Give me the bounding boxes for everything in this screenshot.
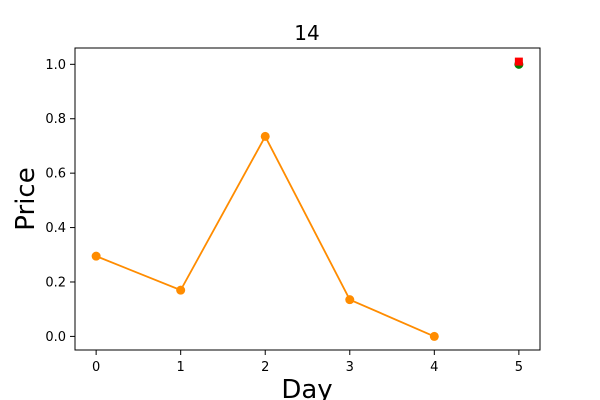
series-0-point-3 [345,295,355,305]
x-tick-label-1: 1 [177,360,185,375]
y-axis-label: Price [11,167,41,230]
plot-area [74,47,541,351]
y-tick-label-4: 0.8 [45,112,66,127]
series-2-point-0 [514,57,523,66]
x-tick-label-2: 2 [261,360,269,375]
x-axis: 0 1 2 3 4 5 [92,350,523,375]
series-0-point-4 [429,331,439,341]
x-tick-label-5: 5 [515,360,523,375]
y-tick-label-5: 1.0 [45,58,66,73]
x-axis-label: Day [281,375,332,400]
y-axis: 0.0 0.2 0.4 0.6 0.8 1.0 [45,58,75,345]
x-tick-label-4: 4 [430,360,438,375]
chart-title: 14 [294,21,319,45]
series-0-point-2 [260,131,270,141]
series-0-point-1 [176,285,186,295]
plot-frame [74,47,541,351]
y-tick-label-1: 0.2 [45,275,66,290]
series-layer [91,57,524,341]
series-0-point-0 [91,251,101,261]
series-0-line [95,134,435,338]
y-tick-label-0: 0.0 [45,330,66,345]
y-tick-label-3: 0.6 [45,167,66,182]
x-tick-label-3: 3 [346,360,354,375]
y-tick-label-2: 0.4 [45,221,66,236]
x-tick-label-0: 0 [92,360,100,375]
